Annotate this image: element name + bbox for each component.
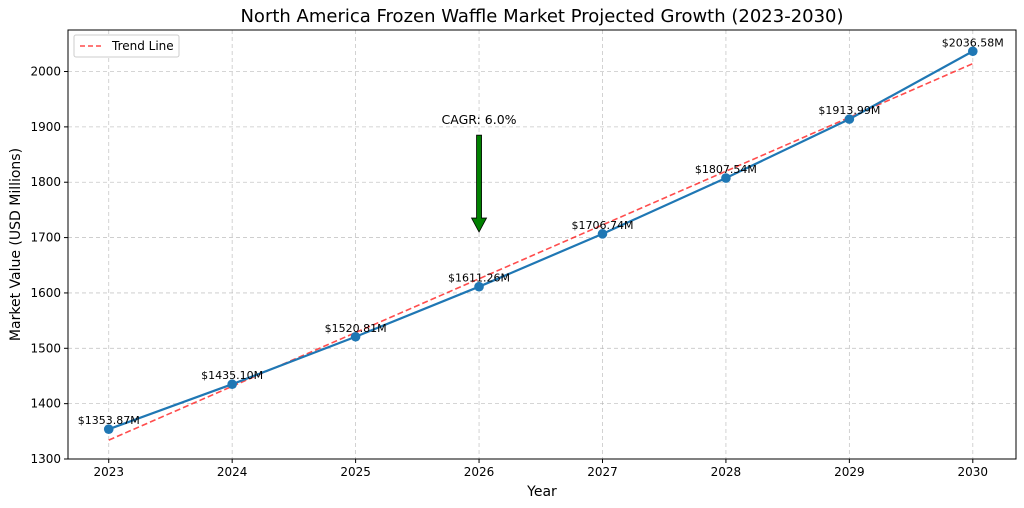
x-tick-label: 2023 (93, 465, 124, 479)
legend-box (73, 34, 180, 58)
data-label-2027: $1706.74M (571, 219, 633, 232)
y-tick-label: 1500 (30, 341, 61, 355)
x-tick-label: 2026 (464, 465, 495, 479)
x-axis-label: Year (526, 484, 557, 500)
x-tick-label: 2029 (834, 465, 865, 479)
data-label-2029: $1913.99M (818, 104, 880, 117)
data-label-2025: $1520.81M (325, 322, 387, 335)
x-tick-label: 2024 (217, 465, 248, 479)
x-tick-label: 2025 (340, 465, 371, 479)
data-label-2024: $1435.10M (201, 369, 263, 382)
data-label-2026: $1611.26M (448, 272, 510, 285)
plot-frame (67, 29, 1017, 460)
y-tick-label: 1400 (30, 397, 61, 411)
gridlines (68, 30, 1016, 460)
data-point-2025 (350, 331, 361, 342)
data-point-2027 (597, 229, 608, 239)
market-value-line (108, 50, 974, 431)
y-tick-label: 1800 (30, 175, 61, 189)
y-tick-label: 1900 (30, 120, 61, 134)
trend-line (108, 62, 974, 441)
data-point-2024 (227, 379, 237, 390)
cagr-annotation: CAGR: 6.0% (442, 112, 517, 233)
x-tick-label: 2028 (711, 465, 742, 479)
y-tick-label: 1700 (30, 231, 61, 245)
series-layer (103, 46, 978, 441)
data-labels: $1353.87M $1435.10M $1520.81M $1611.26M $170… (78, 36, 1004, 427)
chart-title: North America Frozen Waffle Market Proje… (240, 6, 843, 27)
cagr-arrow (470, 134, 488, 233)
y-tick-label: 1300 (30, 452, 61, 466)
data-point-2023 (103, 424, 114, 434)
data-point-2026 (474, 281, 484, 292)
data-point-2029 (844, 114, 855, 124)
y-tick-label: 2000 (30, 65, 61, 79)
data-label-2030: $2036.58M (942, 36, 1004, 49)
data-label-2023: $1353.87M (78, 414, 140, 427)
data-point-2028 (721, 173, 731, 183)
legend-label-trend-line: Trend Line (111, 39, 174, 53)
axis-ticks: 2023 2024 2025 2026 2027 2028 2029 2030 1300 1400… (30, 65, 988, 479)
x-tick-label: 2030 (958, 465, 989, 479)
y-axis-label: Market Value (USD Millions) (8, 148, 24, 341)
y-tick-label: 1600 (30, 286, 61, 300)
x-tick-label: 2027 (587, 465, 618, 479)
cagr-annotation-text: CAGR: 6.0% (442, 112, 517, 127)
data-label-2028: $1807.54M (695, 163, 757, 176)
legend: Trend Line (73, 34, 180, 58)
data-point-2030 (967, 46, 978, 57)
